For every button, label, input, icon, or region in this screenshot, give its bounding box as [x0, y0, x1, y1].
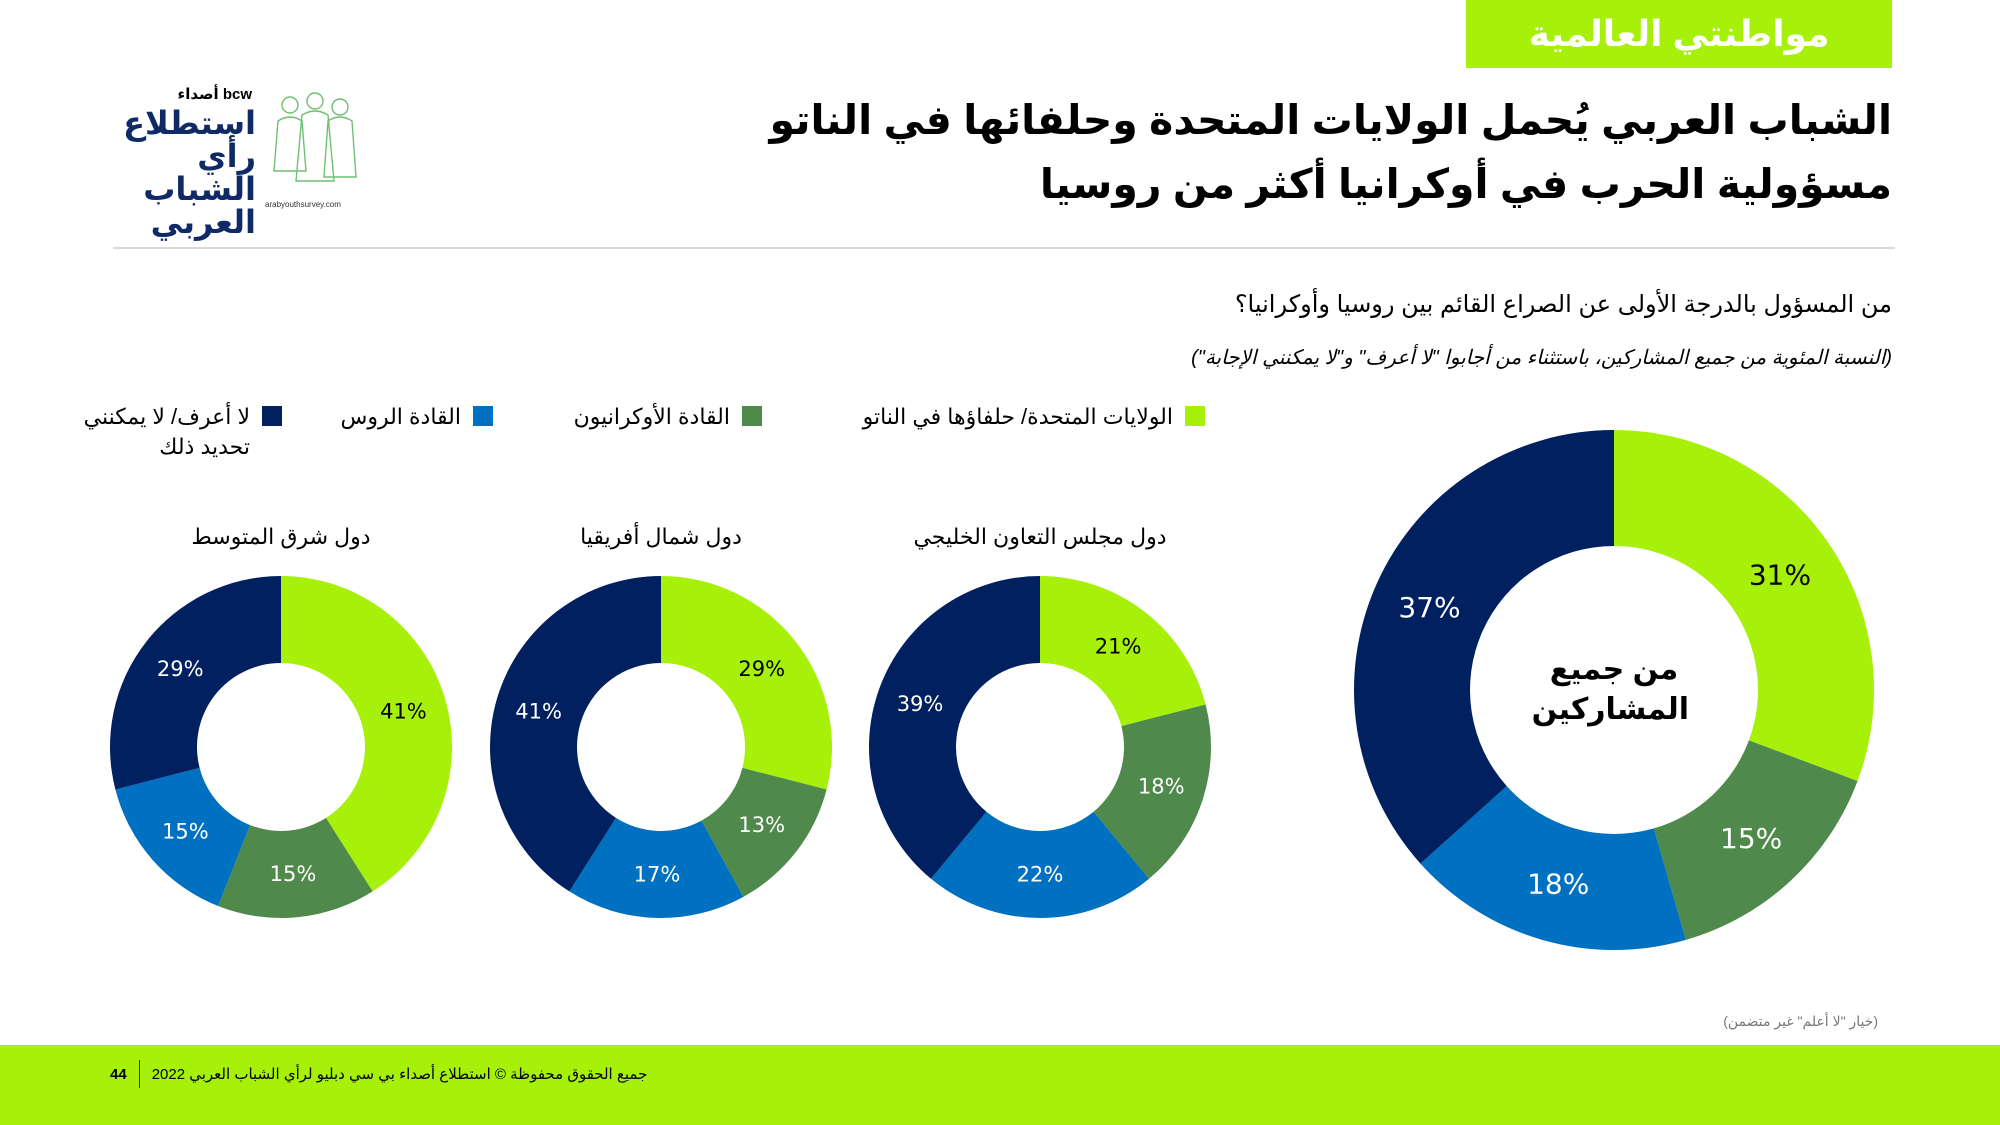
logo-line-3: العربي	[150, 204, 256, 240]
slice-north-africa-russia	[569, 817, 744, 919]
slice-north-africa-ukraine	[701, 767, 827, 897]
legend-swatch-russia	[473, 406, 493, 426]
logo-url: arabyouthsurvey.com	[265, 200, 341, 209]
slice-levant-russia	[115, 767, 251, 906]
data-label-gcc-ukraine: 18%	[1138, 774, 1185, 798]
legend-item-russia: القادة الروس	[340, 402, 493, 432]
page-title: الشباب العربي يُحمل الولايات المتحدة وحل…	[769, 97, 1892, 207]
survey-question: من المسؤول بالدرجة الأولى عن الصراع القا…	[1234, 291, 1892, 318]
chart-title-levant-text: دول شرق المتوسط	[191, 524, 371, 549]
data-label-gcc-russia: 22%	[1017, 863, 1064, 887]
data-label-overall-us-nato: 31%	[1749, 558, 1811, 591]
data-label-north-africa-russia: 17%	[634, 862, 681, 886]
survey-logo: bcw أصداء استطلاع رأي الشباب العربي arab…	[123, 85, 360, 239]
footer-band	[0, 1045, 2000, 1125]
slice-overall-dont-know	[1354, 430, 1614, 864]
chart-title-gcc-text: دول مجلس التعاون الخليجي	[913, 524, 1167, 549]
data-label-overall-russia: 18%	[1527, 868, 1589, 901]
footer-separator	[138, 1060, 140, 1088]
header-divider	[113, 247, 1895, 249]
base-note: (النسبة المئوية من جميع المشاركين، باستث…	[1191, 347, 1892, 369]
legend-label-dont-know: لا أعرف/ لا يمكنني تحديد ذلك	[83, 404, 250, 459]
legend-label-russia: القادة الروس	[340, 404, 461, 429]
data-label-north-africa-us-nato: 29%	[738, 657, 785, 681]
data-label-levant-dont-know: 29%	[157, 657, 204, 681]
data-label-overall-dont-know: 37%	[1398, 591, 1460, 624]
slice-levant-ukraine	[218, 817, 373, 918]
data-label-north-africa-dont-know: 41%	[515, 699, 562, 723]
slice-gcc-dont-know	[869, 576, 1040, 879]
logo-line-1: استطلاع	[123, 105, 256, 141]
logo-figures-illustration	[273, 92, 357, 182]
slice-north-africa-dont-know	[490, 576, 661, 892]
legend-label-us-nato: الولايات المتحدة/ حلفاؤها في الناتو	[862, 404, 1173, 429]
data-label-gcc-dont-know: 39%	[897, 692, 944, 716]
legend-swatch-ukraine	[742, 406, 762, 426]
slice-overall-russia	[1420, 786, 1686, 950]
page-number: 44	[110, 1065, 127, 1083]
footer: 44 جميع الحقوق محفوظة © استطلاع أصداء بي…	[110, 1060, 647, 1088]
logo-line-2: رأي الشباب	[143, 138, 256, 207]
legend-item-us-nato: الولايات المتحدة/ حلفاؤها في الناتو	[863, 402, 1205, 432]
data-label-levant-russia: 15%	[162, 819, 209, 843]
data-label-levant-ukraine: 15%	[270, 862, 317, 886]
slice-levant-dont-know	[109, 576, 281, 790]
data-label-levant-us-nato: 41%	[380, 699, 427, 723]
legend-swatch-dont-know	[262, 406, 282, 426]
footer-copyright: جميع الحقوق محفوظة © استطلاع أصداء بي سي…	[151, 1066, 648, 1083]
section-tag: مواطنتي العالمية	[1466, 0, 1892, 68]
slice-overall-us-nato	[1614, 430, 1874, 782]
slice-gcc-ukraine	[1093, 704, 1211, 879]
data-label-north-africa-ukraine: 13%	[738, 813, 785, 837]
logo-title: استطلاع رأي الشباب العربي	[123, 107, 256, 239]
overall-center-label: من جميع المشاركين	[1531, 653, 1689, 726]
legend-swatch-us-nato	[1185, 406, 1205, 426]
data-label-gcc-us-nato: 21%	[1095, 634, 1142, 658]
logo-brand: bcw أصداء	[177, 86, 252, 103]
legend-item-dont-know: لا أعرف/ لا يمكنني تحديد ذلك	[62, 402, 282, 462]
chart-title-north-africa-text: دول شمال أفريقيا	[580, 524, 742, 549]
slice-north-africa-us-nato	[661, 576, 832, 790]
slice-gcc-us-nato	[1040, 576, 1206, 727]
footnote: (خيار "لا أعلم" غير متضمن)	[1723, 1013, 1878, 1029]
legend-label-ukraine: القادة الأوكرانيون	[573, 404, 730, 429]
slice-gcc-russia	[931, 811, 1149, 918]
slice-levant-us-nato	[281, 576, 453, 892]
slice-overall-ukraine	[1653, 740, 1858, 940]
data-label-overall-ukraine: 15%	[1720, 822, 1782, 855]
legend-item-ukraine: القادة الأوكرانيون	[574, 402, 762, 432]
